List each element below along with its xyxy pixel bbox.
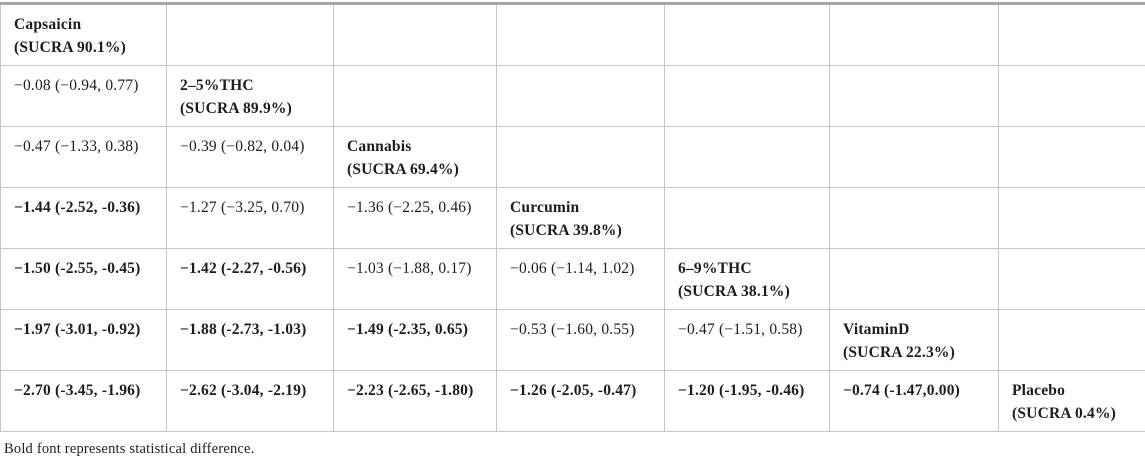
effect-estimate-cell: −0.47 (−1.33, 0.38) (1, 127, 167, 188)
effect-estimate-cell: −1.49 (-2.35, 0.65) (334, 310, 497, 371)
treatment-sucra-cell: Curcumin (SUCRA 39.8%) (497, 188, 665, 249)
empty-cell (497, 127, 665, 188)
table-row: −1.50 (-2.55, -0.45)−1.42 (-2.27, -0.56)… (1, 249, 1145, 310)
empty-cell (830, 66, 999, 127)
effect-estimate-cell: −1.36 (−2.25, 0.46) (334, 188, 497, 249)
empty-cell (830, 4, 999, 66)
treatment-sucra-cell: Cannabis (SUCRA 69.4%) (334, 127, 497, 188)
empty-cell (334, 4, 497, 66)
effect-estimate-cell: −1.27 (−3.25, 0.70) (167, 188, 334, 249)
empty-cell (999, 4, 1145, 66)
empty-cell (999, 310, 1145, 371)
empty-cell (830, 249, 999, 310)
effect-estimate-cell: −2.62 (-3.04, -2.19) (167, 371, 334, 432)
effect-estimate-cell: −0.08 (−0.94, 0.77) (1, 66, 167, 127)
treatment-sucra-cell: Placebo (SUCRA 0.4%) (999, 371, 1145, 432)
nma-league-table: Capsaicin (SUCRA 90.1%)−0.08 (−0.94, 0.7… (0, 2, 1145, 432)
treatment-sucra-cell: 6–9%THC (SUCRA 38.1%) (665, 249, 830, 310)
empty-cell (497, 4, 665, 66)
effect-estimate-cell: −1.88 (-2.73, -1.03) (167, 310, 334, 371)
league-table-figure: Capsaicin (SUCRA 90.1%)−0.08 (−0.94, 0.7… (0, 2, 1145, 442)
effect-estimate-cell: −0.06 (−1.14, 1.02) (497, 249, 665, 310)
table-footnote: Bold font represents statistical differe… (4, 440, 1145, 458)
table-row: −0.08 (−0.94, 0.77)2–5%THC (SUCRA 89.9%) (1, 66, 1145, 127)
empty-cell (665, 4, 830, 66)
table-row: −1.44 (-2.52, -0.36)−1.27 (−3.25, 0.70)−… (1, 188, 1145, 249)
effect-estimate-cell: −0.74 (-1.47,0.00) (830, 371, 999, 432)
table-row: −1.97 (-3.01, -0.92)−1.88 (-2.73, -1.03)… (1, 310, 1145, 371)
empty-cell (497, 66, 665, 127)
effect-estimate-cell: −1.03 (−1.88, 0.17) (334, 249, 497, 310)
empty-cell (999, 127, 1145, 188)
effect-estimate-cell: −2.70 (-3.45, -1.96) (1, 371, 167, 432)
effect-estimate-cell: −1.97 (-3.01, -0.92) (1, 310, 167, 371)
empty-cell (830, 188, 999, 249)
empty-cell (167, 4, 334, 66)
effect-estimate-cell: −2.23 (-2.65, -1.80) (334, 371, 497, 432)
empty-cell (830, 127, 999, 188)
table-row: −2.70 (-3.45, -1.96)−2.62 (-3.04, -2.19)… (1, 371, 1145, 432)
empty-cell (999, 66, 1145, 127)
treatment-sucra-cell: Capsaicin (SUCRA 90.1%) (1, 4, 167, 66)
empty-cell (334, 66, 497, 127)
table-row: −0.47 (−1.33, 0.38)−0.39 (−0.82, 0.04)Ca… (1, 127, 1145, 188)
effect-estimate-cell: −0.53 (−1.60, 0.55) (497, 310, 665, 371)
empty-cell (665, 188, 830, 249)
effect-estimate-cell: −0.39 (−0.82, 0.04) (167, 127, 334, 188)
treatment-sucra-cell: VitaminD (SUCRA 22.3%) (830, 310, 999, 371)
effect-estimate-cell: −1.50 (-2.55, -0.45) (1, 249, 167, 310)
empty-cell (999, 188, 1145, 249)
effect-estimate-cell: −1.26 (-2.05, -0.47) (497, 371, 665, 432)
empty-cell (665, 66, 830, 127)
table-row: Capsaicin (SUCRA 90.1%) (1, 4, 1145, 66)
empty-cell (665, 127, 830, 188)
effect-estimate-cell: −1.42 (-2.27, -0.56) (167, 249, 334, 310)
treatment-sucra-cell: 2–5%THC (SUCRA 89.9%) (167, 66, 334, 127)
effect-estimate-cell: −1.44 (-2.52, -0.36) (1, 188, 167, 249)
empty-cell (999, 249, 1145, 310)
effect-estimate-cell: −1.20 (-1.95, -0.46) (665, 371, 830, 432)
effect-estimate-cell: −0.47 (−1.51, 0.58) (665, 310, 830, 371)
